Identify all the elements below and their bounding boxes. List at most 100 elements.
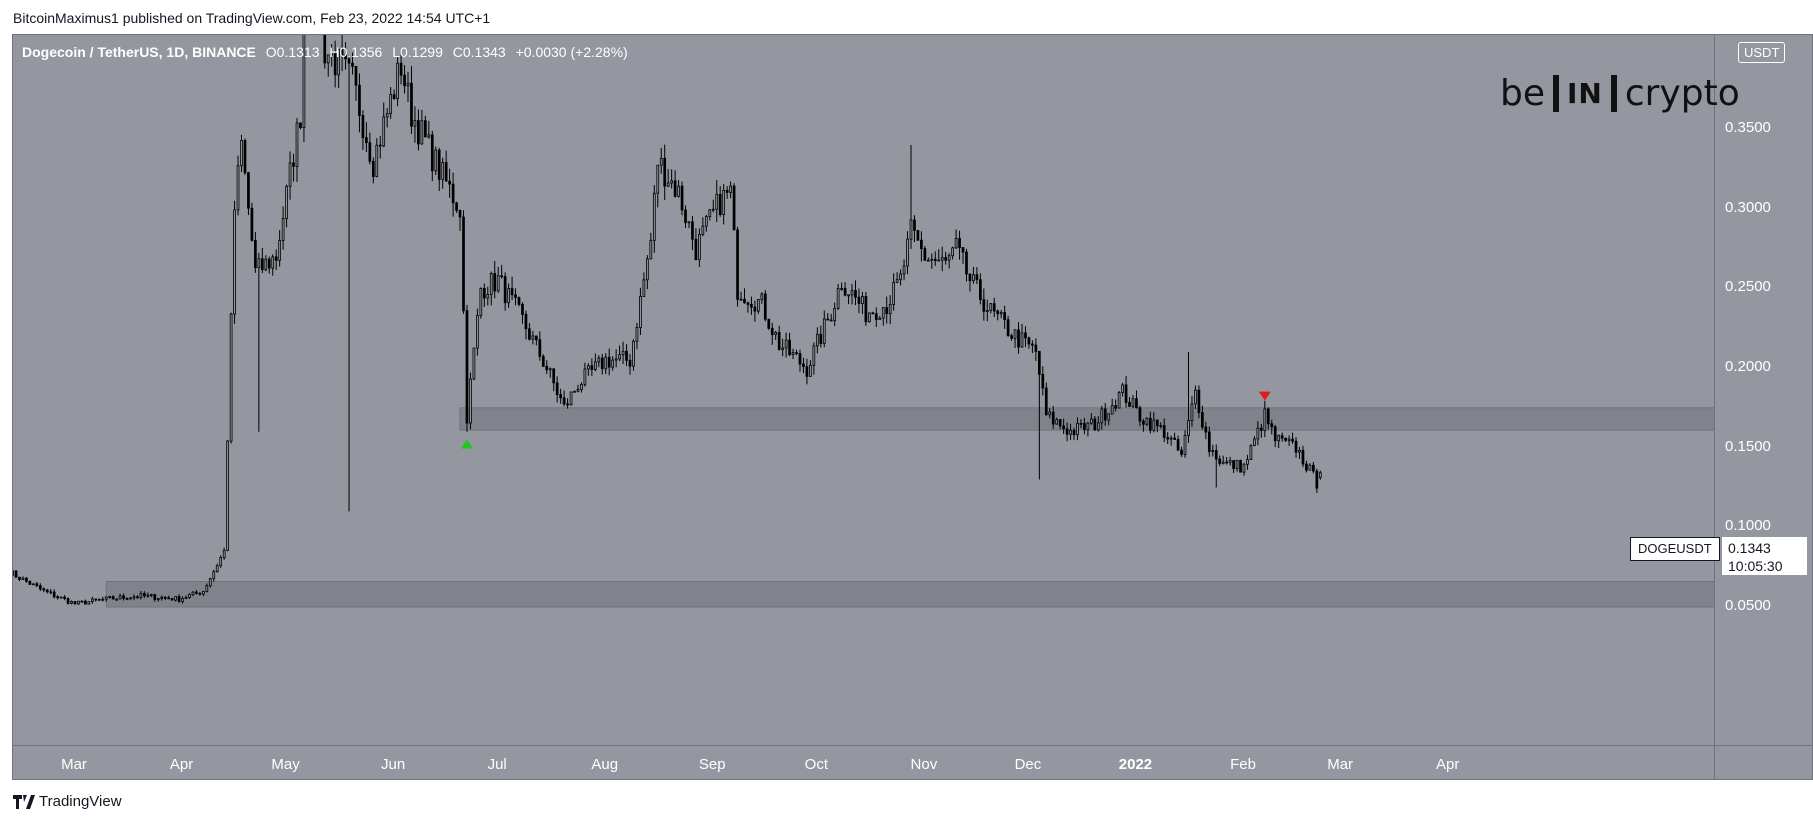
candle-body	[694, 238, 698, 261]
candle-body	[1024, 332, 1027, 339]
candle-body	[302, 35, 306, 128]
candle-body	[132, 596, 136, 599]
candle-body	[1239, 459, 1242, 473]
candle-body	[933, 258, 937, 261]
candle-body	[746, 302, 750, 305]
candle-body	[122, 595, 125, 599]
candle-body	[32, 583, 35, 586]
candle-body	[66, 598, 70, 604]
candle-body	[843, 287, 847, 296]
candle-body	[913, 219, 916, 231]
change-value: +0.0030 (+2.28%)	[515, 44, 628, 60]
time-tick-label: Nov	[910, 756, 938, 773]
candle-body	[868, 312, 871, 323]
candle-body	[1072, 429, 1076, 436]
candle-body	[965, 251, 968, 275]
candle-body	[1266, 408, 1270, 425]
candle-body	[961, 247, 965, 253]
chart-legend[interactable]: Dogecoin / TetherUS, 1D, BINANCE O0.1313…	[22, 44, 628, 60]
price-tick-label: 0.2500	[1725, 278, 1771, 296]
candle-body	[770, 327, 774, 335]
candle-body	[944, 257, 948, 261]
candle-body	[593, 361, 597, 370]
candle-body	[545, 365, 549, 371]
candle-body	[1242, 463, 1246, 473]
candle-body	[559, 394, 562, 399]
candle-body	[1051, 411, 1055, 425]
candle-body	[763, 293, 767, 320]
candle-body	[524, 313, 528, 330]
candle-body	[406, 82, 410, 87]
candle-body	[1315, 470, 1319, 489]
candle-body	[1121, 384, 1124, 393]
candle-body	[892, 281, 896, 305]
candle-body	[656, 164, 660, 194]
candle-body	[1058, 419, 1062, 427]
time-tick-label: Mar	[61, 756, 87, 773]
candle-body	[476, 315, 479, 349]
candle-body	[1218, 458, 1222, 464]
candle-body	[1110, 405, 1114, 415]
candle-body	[687, 221, 691, 224]
candle-body	[52, 591, 56, 598]
chart-pane[interactable]	[12, 34, 1715, 746]
candle-body	[1114, 405, 1118, 409]
candle-body	[906, 238, 909, 267]
candle-body	[781, 347, 784, 350]
candle-body	[538, 339, 542, 357]
candle-body	[1041, 373, 1045, 389]
candle-body	[836, 288, 840, 309]
candle-body	[625, 350, 628, 361]
price-axis[interactable]	[1715, 34, 1813, 746]
candle-body	[170, 598, 174, 601]
candle-body	[750, 303, 753, 308]
candle-body	[663, 157, 667, 187]
candle-body	[760, 293, 764, 300]
candle-body	[548, 368, 552, 371]
candle-body	[500, 275, 504, 278]
candle-body	[1256, 427, 1260, 440]
candle-body	[243, 140, 247, 174]
high-label: H	[329, 44, 340, 60]
candle-body	[274, 256, 278, 261]
candle-body	[975, 274, 979, 281]
candle-body	[1076, 422, 1079, 436]
candlestick-chart[interactable]	[13, 35, 1715, 746]
candle-body	[850, 290, 854, 296]
tradingview-footer[interactable]: TradingView	[13, 793, 122, 810]
candle-body	[587, 365, 590, 370]
candle-body	[25, 577, 28, 582]
candle-body	[417, 120, 420, 145]
candle-body	[739, 298, 743, 301]
candle-body	[517, 297, 521, 305]
candle-body	[1277, 435, 1281, 442]
candle-body	[715, 193, 719, 210]
candle-body	[80, 600, 84, 603]
candle-body	[1142, 420, 1145, 425]
candle-body	[930, 258, 934, 261]
tradingview-logo-icon	[13, 794, 35, 809]
candle-body	[247, 172, 250, 209]
time-axis[interactable]	[12, 746, 1715, 780]
candle-body	[160, 596, 164, 599]
currency-badge[interactable]: USDT	[1738, 42, 1786, 63]
candle-body	[874, 313, 878, 320]
candle-body	[448, 180, 451, 185]
candle-body	[840, 287, 843, 290]
candle-body	[205, 585, 209, 593]
candle-body	[444, 162, 448, 182]
candle-body	[632, 340, 635, 367]
candle-body	[555, 382, 559, 395]
candle-body	[871, 312, 875, 315]
candle-body	[604, 356, 608, 370]
candle-body	[854, 290, 857, 298]
time-tick-label: Sep	[698, 756, 726, 773]
candle-body	[493, 273, 497, 292]
candle-body	[1263, 408, 1267, 431]
candle-body	[188, 594, 191, 598]
low-value: 0.1299	[400, 44, 443, 60]
candle-body	[472, 347, 476, 380]
candle-body	[77, 600, 80, 605]
candle-body	[378, 144, 382, 147]
candle-body	[985, 310, 989, 312]
